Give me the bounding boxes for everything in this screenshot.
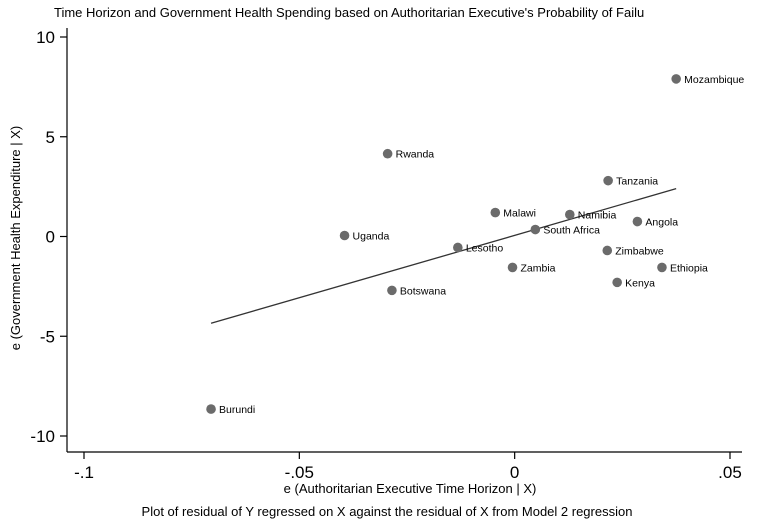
x-axis-title: e (Authoritarian Executive Time Horizon … — [284, 481, 537, 496]
x-tick-label: -.05 — [285, 463, 314, 482]
data-point — [564, 209, 575, 220]
fitted-regression-line — [210, 187, 677, 324]
data-point — [657, 262, 667, 273]
point-label: Ethiopia — [670, 262, 708, 274]
data-point — [530, 224, 541, 235]
chart-note: Plot of residual of Y regressed on X aga… — [142, 504, 633, 519]
y-tick-label: -5 — [40, 327, 55, 346]
y-tick-label: 5 — [46, 128, 55, 147]
x-tick-label: 0 — [510, 463, 519, 482]
y-tick-label: -10 — [30, 427, 55, 446]
data-point — [382, 148, 393, 159]
data-point — [339, 230, 350, 241]
point-label: Namibia — [578, 210, 617, 222]
point-label: Kenya — [625, 277, 655, 289]
x-axis-ticks: -.1 -.05 0 .05 — [74, 452, 742, 482]
point-label: Botswana — [400, 285, 446, 297]
data-points: Mozambique Rwanda Tanzania Malawi Namibia Ang… — [206, 74, 744, 416]
data-point — [632, 216, 643, 227]
data-point — [453, 242, 463, 253]
point-label: Burundi — [219, 404, 255, 416]
point-label: Malawi — [503, 208, 536, 220]
data-point — [206, 404, 216, 414]
point-label: Angola — [645, 217, 678, 229]
x-tick-label: .05 — [718, 463, 742, 482]
data-point — [490, 207, 501, 218]
data-point — [507, 262, 518, 273]
x-tick-label: -.1 — [74, 463, 94, 482]
point-label: Zimbabwe — [615, 245, 664, 257]
chart-title: Time Horizon and Government Health Spend… — [54, 5, 644, 20]
point-label: Zambia — [521, 262, 556, 274]
y-axis-ticks: 10 5 0 -5 -10 — [30, 28, 67, 446]
point-label: Tanzania — [616, 176, 658, 188]
point-label: Lesotho — [466, 242, 504, 254]
point-label: South Africa — [543, 225, 600, 237]
data-point — [602, 245, 613, 256]
data-point — [387, 285, 397, 296]
data-point — [612, 277, 622, 288]
point-label: Rwanda — [396, 149, 435, 161]
point-label: Uganda — [353, 231, 390, 243]
point-label: Mozambique — [684, 74, 744, 86]
y-tick-label: 10 — [36, 28, 55, 47]
y-tick-label: 0 — [46, 228, 55, 247]
y-axis-title: e (Government Health Expenditure | X) — [8, 126, 23, 351]
data-point — [671, 74, 681, 84]
data-point — [603, 175, 613, 186]
